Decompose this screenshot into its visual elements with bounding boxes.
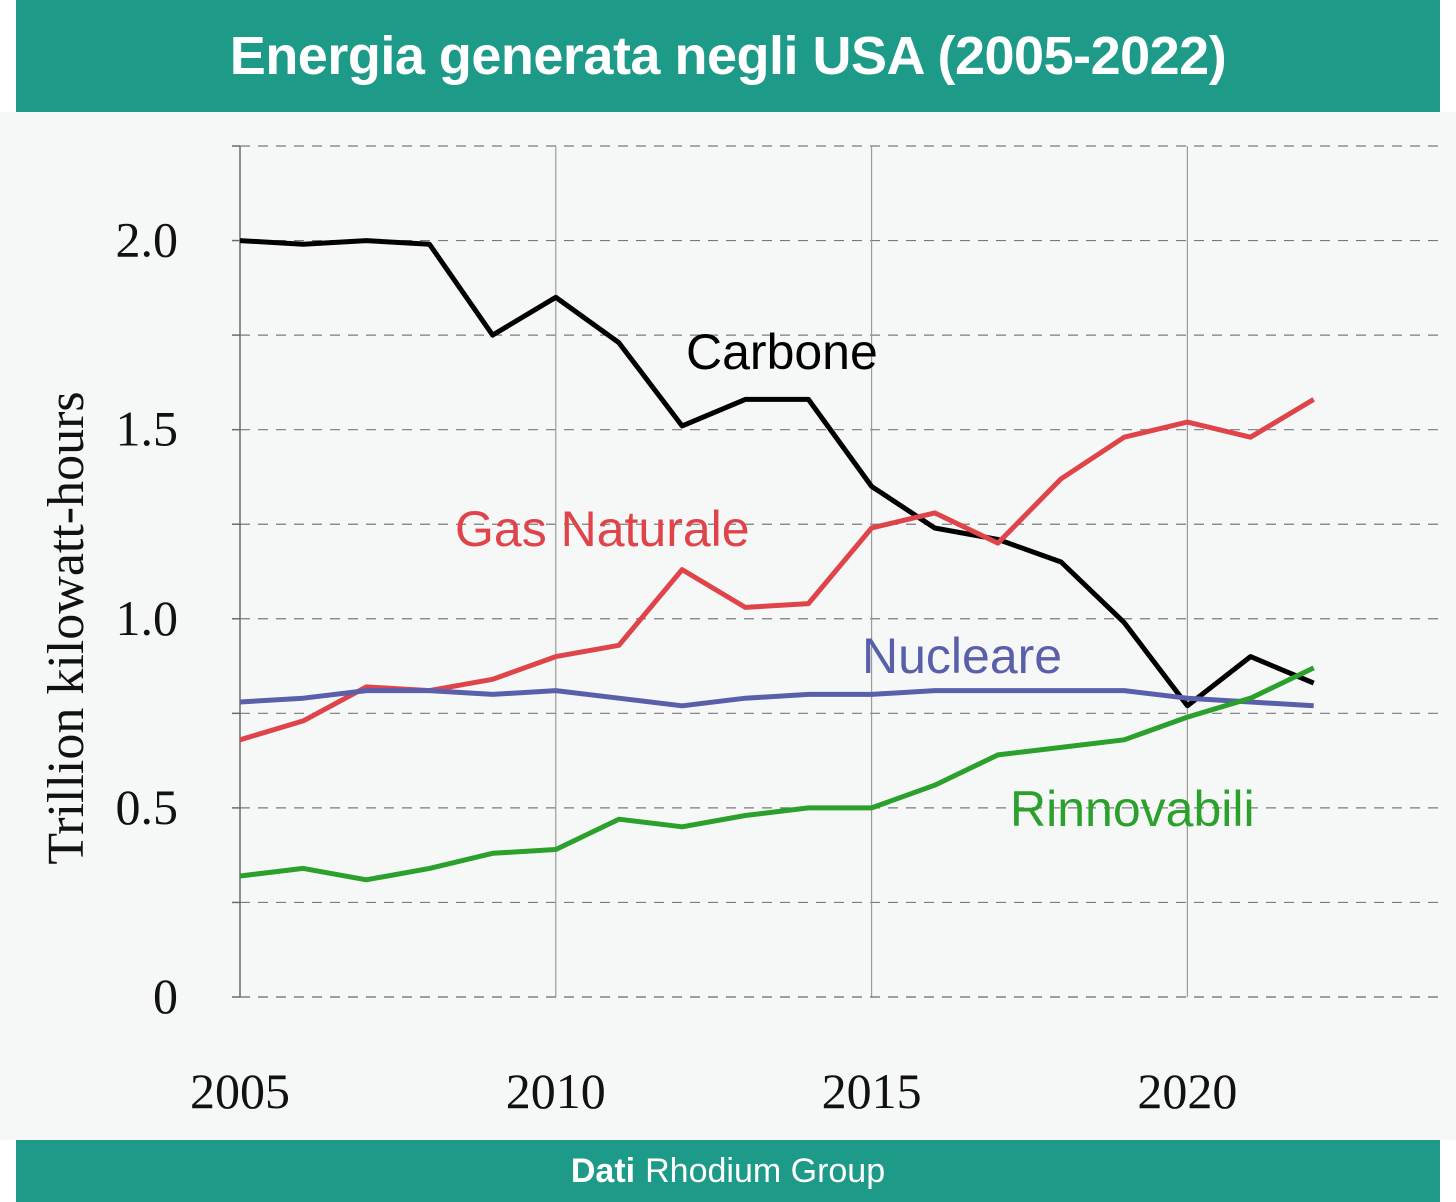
y-tick-label: 0 bbox=[153, 968, 178, 1024]
series-lines bbox=[239, 238, 1315, 883]
chart-title: Energia generata negli USA (2005-2022) bbox=[229, 26, 1227, 86]
footer-source: Dati Rhodium Group bbox=[16, 1140, 1440, 1202]
header-banner: Energia generata negli USA (2005-2022) bbox=[16, 0, 1440, 112]
x-tick-label: 2005 bbox=[190, 1063, 290, 1119]
label-rinnovabili: Rinnovabili bbox=[1010, 781, 1255, 837]
source-label: Dati bbox=[570, 1151, 636, 1190]
x-tick-label: 2020 bbox=[1137, 1063, 1237, 1119]
series-line-rinnovabili bbox=[239, 665, 1315, 883]
y-axis-title: Trillion kilowatt-hours bbox=[38, 391, 95, 864]
x-tick-label: 2015 bbox=[822, 1063, 922, 1119]
y-tick-label: 1.5 bbox=[116, 401, 179, 457]
label-gas-naturale: Gas Naturale bbox=[455, 501, 750, 557]
series-line-carbone bbox=[239, 238, 1315, 709]
label-carbone: Carbone bbox=[686, 324, 878, 380]
chart-panel bbox=[0, 112, 1456, 1140]
source-name: Rhodium Group bbox=[645, 1151, 886, 1190]
tick-labels: 0 0.5 1.0 1.5 2.0 2005 2010 2015 2020 bbox=[116, 212, 1238, 1119]
series-line-nucleare bbox=[239, 688, 1314, 709]
grid bbox=[240, 145, 1440, 997]
y-tick-label: 1.0 bbox=[116, 590, 179, 646]
y-tick-label: 2.0 bbox=[116, 212, 179, 268]
axes bbox=[232, 145, 1440, 998]
label-nucleare: Nucleare bbox=[862, 628, 1062, 684]
x-tick-label: 2010 bbox=[506, 1063, 606, 1119]
y-tick-label: 0.5 bbox=[116, 779, 179, 835]
